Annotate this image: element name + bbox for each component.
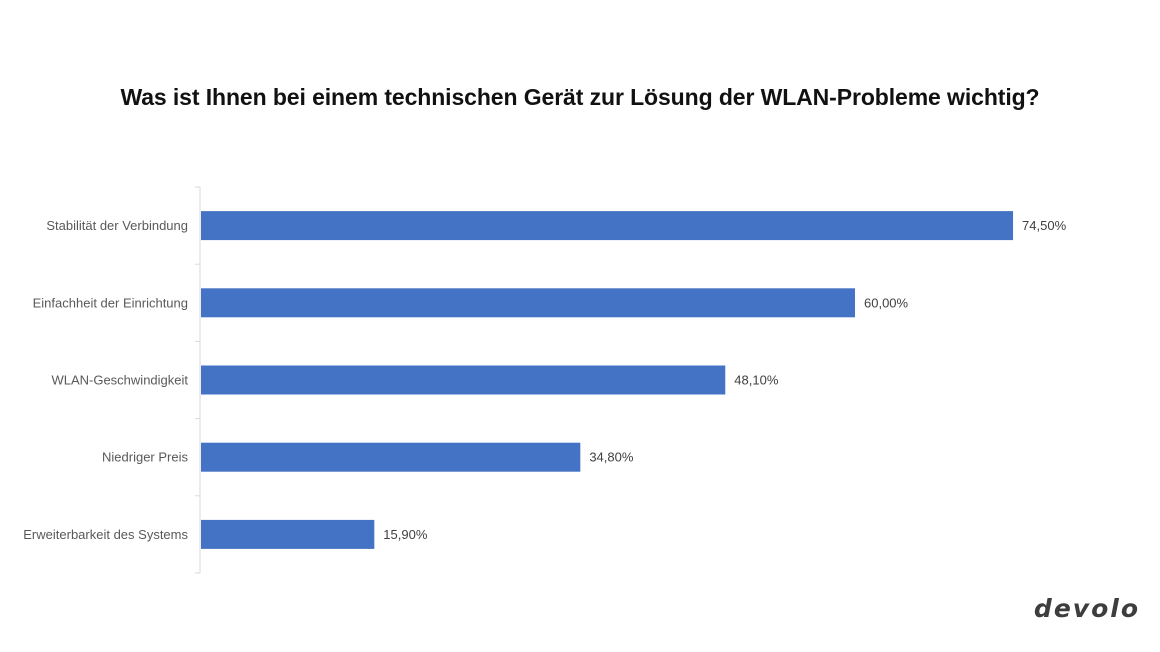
bar: [201, 519, 375, 549]
bar: [201, 442, 581, 472]
value-label: 34,80%: [589, 450, 634, 465]
category-label: Erweiterbarkeit des Systems: [23, 527, 188, 542]
value-label: 15,90%: [383, 527, 428, 542]
devolo-logo: devolo: [1033, 594, 1140, 623]
value-label: 48,10%: [734, 373, 779, 388]
category-label: Stabilität der Verbindung: [46, 218, 188, 233]
value-label: 60,00%: [864, 295, 909, 310]
category-label: Einfachheit der Einrichtung: [33, 295, 188, 310]
bar: [201, 211, 1014, 241]
chart-title: Was ist Ihnen bei einem technischen Gerä…: [120, 84, 1040, 110]
category-label: WLAN-Geschwindigkeit: [51, 373, 188, 388]
value-label: 74,50%: [1022, 218, 1067, 233]
bar: [201, 365, 726, 395]
category-label: Niedriger Preis: [102, 450, 188, 465]
bar: [201, 288, 855, 318]
